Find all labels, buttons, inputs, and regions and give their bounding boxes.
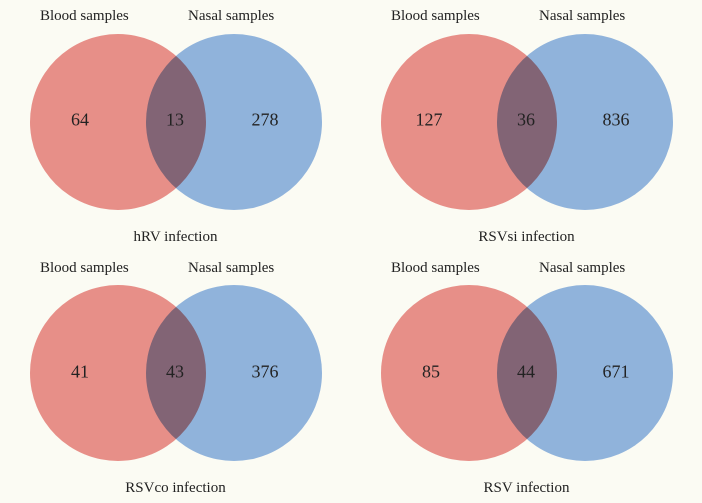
right-only-count: 671 — [603, 361, 630, 382]
right-only-count: 376 — [252, 361, 279, 382]
panel-caption: hRV infection — [134, 229, 218, 246]
panel-hrv: Blood samples Nasal samples 64 13 278 hR… — [0, 0, 351, 252]
right-only-count: 836 — [603, 110, 630, 131]
left-only-count: 127 — [416, 110, 443, 131]
venn-grid: Blood samples Nasal samples 64 13 278 hR… — [0, 0, 702, 503]
panel-caption: RSVco infection — [125, 480, 225, 497]
panel-caption: RSVsi infection — [478, 229, 574, 246]
left-only-count: 64 — [71, 110, 89, 131]
intersection-count: 44 — [517, 361, 535, 382]
panel-rsv: Blood samples Nasal samples 85 44 671 RS… — [351, 252, 702, 503]
intersection-count: 13 — [166, 110, 184, 131]
intersection-count: 43 — [166, 361, 184, 382]
intersection-count: 36 — [517, 110, 535, 131]
right-only-count: 278 — [252, 110, 279, 131]
left-only-count: 85 — [422, 361, 440, 382]
panel-rsvsi: Blood samples Nasal samples 127 36 836 R… — [351, 0, 702, 252]
left-only-count: 41 — [71, 361, 89, 382]
panel-rsvco: Blood samples Nasal samples 41 43 376 RS… — [0, 252, 351, 503]
panel-caption: RSV infection — [484, 480, 570, 497]
